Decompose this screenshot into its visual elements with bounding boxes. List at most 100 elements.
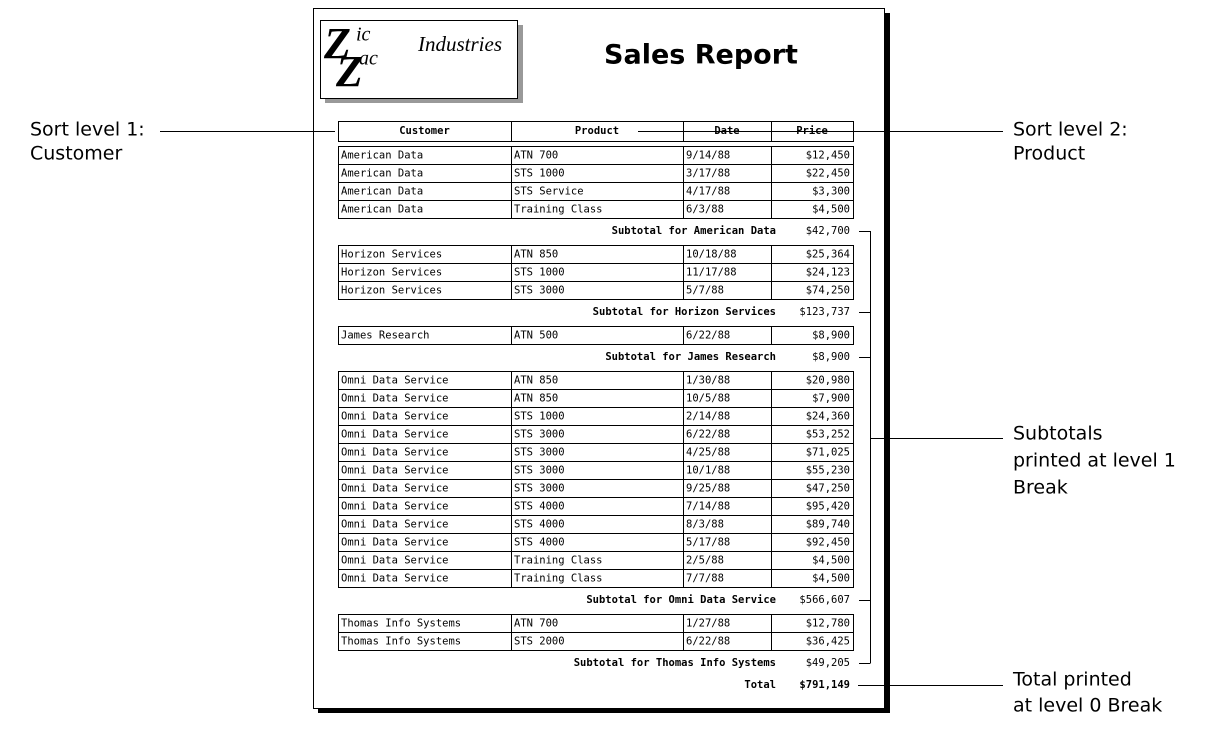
text-cell: Omni Data Service — [341, 573, 448, 585]
data-row — [338, 326, 854, 345]
text-cell: Omni Data Service — [341, 555, 448, 567]
data-row — [338, 200, 854, 219]
text-cell: Omni Data Service — [341, 447, 448, 459]
text-cell: 9/25/88 — [686, 483, 730, 495]
subtotal-amount: $49,205 — [806, 657, 850, 669]
price-cell: $53,252 — [806, 429, 850, 441]
text-cell: ATN 850 — [514, 393, 558, 405]
callout-text: Sort level 1: — [30, 119, 145, 141]
text-cell: ATN 700 — [514, 618, 558, 630]
price-cell: $71,025 — [806, 447, 850, 459]
callout-text: Total printed — [1012, 669, 1132, 691]
text-cell: Omni Data Service — [341, 537, 448, 549]
text-cell: Omni Data Service — [341, 375, 448, 387]
text-cell: 8/3/88 — [686, 519, 724, 531]
text-cell: 6/22/88 — [686, 429, 730, 441]
text-cell: 4/17/88 — [686, 186, 730, 198]
price-cell: $20,980 — [806, 375, 850, 387]
price-cell: $47,250 — [806, 483, 850, 495]
text-cell: Omni Data Service — [341, 519, 448, 531]
text-cell: 9/14/88 — [686, 150, 730, 162]
logo-letter: ic — [356, 24, 371, 46]
subtotal-label: Subtotal for American Data — [612, 225, 776, 237]
text-cell: 10/5/88 — [686, 393, 730, 405]
text-cell: Training Class — [514, 204, 603, 216]
text-cell: 10/18/88 — [686, 249, 737, 261]
text-cell: 1/27/88 — [686, 618, 730, 630]
text-cell: Training Class — [514, 555, 603, 567]
column-header: Customer — [399, 125, 450, 137]
price-cell: $22,450 — [806, 168, 850, 180]
text-cell: STS 4000 — [514, 519, 565, 531]
text-cell: 4/25/88 — [686, 447, 730, 459]
price-cell: $12,450 — [806, 150, 850, 162]
text-cell: 6/3/88 — [686, 204, 724, 216]
text-cell: Omni Data Service — [341, 393, 448, 405]
text-cell: STS 4000 — [514, 537, 565, 549]
text-cell: STS 1000 — [514, 411, 565, 423]
subtotal-amount: $42,700 — [806, 225, 850, 237]
text-cell: STS 3000 — [514, 483, 565, 495]
price-cell: $4,500 — [812, 573, 850, 585]
text-cell: STS 3000 — [514, 447, 565, 459]
text-cell: 5/17/88 — [686, 537, 730, 549]
text-cell: 10/1/88 — [686, 465, 730, 477]
subtotal-label: Subtotal for Thomas Info Systems — [574, 657, 776, 669]
price-cell: $24,360 — [806, 411, 850, 423]
text-cell: Horizon Services — [341, 267, 442, 279]
callout-text: printed at level 1 — [1013, 450, 1176, 472]
text-cell: James Research — [341, 330, 430, 342]
text-cell: American Data — [341, 150, 423, 162]
subtotal-amount: $8,900 — [812, 351, 850, 363]
text-cell: American Data — [341, 186, 423, 198]
data-row — [338, 281, 854, 300]
callout-text: Subtotals — [1013, 423, 1103, 445]
text-cell: ATN 850 — [514, 375, 558, 387]
text-cell: STS 1000 — [514, 168, 565, 180]
text-cell: 7/14/88 — [686, 501, 730, 513]
price-cell: $74,250 — [806, 285, 850, 297]
text-cell: 1/30/88 — [686, 375, 730, 387]
text-cell: Omni Data Service — [341, 411, 448, 423]
price-cell: $25,364 — [806, 249, 850, 261]
text-cell: Horizon Services — [341, 285, 442, 297]
subtotal-label: Subtotal for Horizon Services — [593, 306, 776, 318]
text-cell: 5/7/88 — [686, 285, 724, 297]
price-cell: $8,900 — [812, 330, 850, 342]
report-page — [313, 8, 885, 709]
price-cell: $3,300 — [812, 186, 850, 198]
text-cell: Thomas Info Systems — [341, 618, 461, 630]
column-header: Product — [575, 125, 619, 137]
price-cell: $4,500 — [812, 204, 850, 216]
text-cell: STS 3000 — [514, 285, 565, 297]
text-cell: ATN 700 — [514, 150, 558, 162]
data-row — [338, 632, 854, 651]
price-cell: $92,450 — [806, 537, 850, 549]
report-title: Sales Report — [604, 40, 798, 71]
text-cell: STS 1000 — [514, 267, 565, 279]
price-cell: $4,500 — [812, 555, 850, 567]
subtotal-amount: $123,737 — [799, 306, 850, 318]
logo-letter: ac — [359, 48, 378, 70]
logo-box — [320, 20, 518, 99]
text-cell: STS 4000 — [514, 501, 565, 513]
subtotal-label: Subtotal for James Research — [605, 351, 776, 363]
text-cell: Training Class — [514, 573, 603, 585]
text-cell: 6/22/88 — [686, 636, 730, 648]
text-cell: STS 2000 — [514, 636, 565, 648]
text-cell: 2/14/88 — [686, 411, 730, 423]
text-cell: STS 3000 — [514, 465, 565, 477]
price-cell: $12,780 — [806, 618, 850, 630]
text-cell: STS Service — [514, 186, 584, 198]
subtotal-label: Subtotal for Omni Data Service — [586, 594, 776, 606]
price-cell: $89,740 — [806, 519, 850, 531]
price-cell: $36,425 — [806, 636, 850, 648]
text-cell: 7/7/88 — [686, 573, 724, 585]
callout-text: Product — [1013, 143, 1085, 165]
callout-text: Sort level 2: — [1013, 119, 1128, 141]
text-cell: 2/5/88 — [686, 555, 724, 567]
callout-text: at level 0 Break — [1013, 695, 1162, 717]
text-cell: Thomas Info Systems — [341, 636, 461, 648]
total-amount: $791,149 — [799, 679, 850, 691]
